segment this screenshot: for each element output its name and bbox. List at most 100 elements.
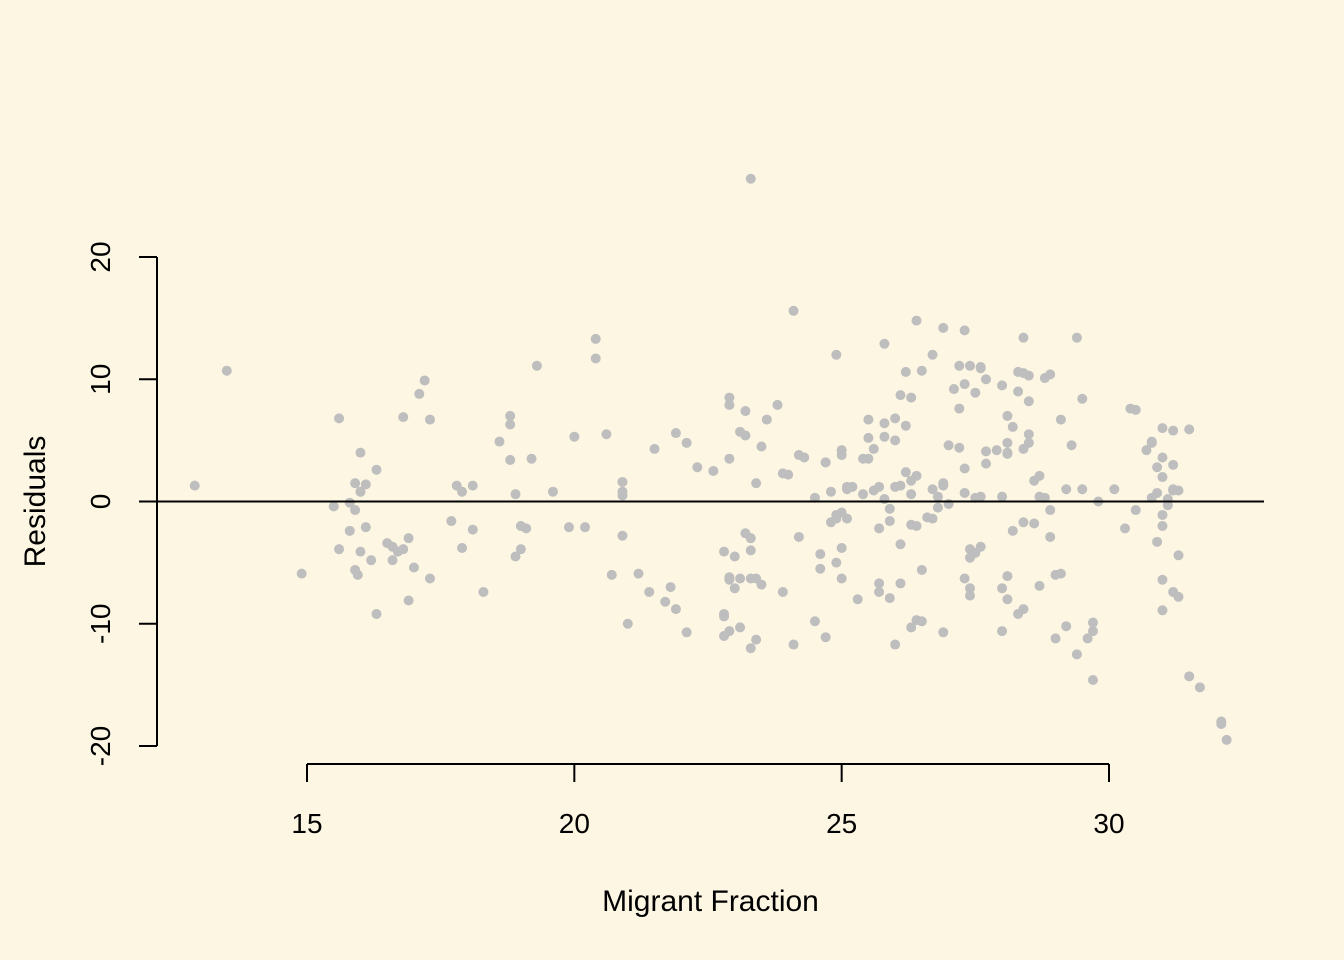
data-point: [1168, 425, 1179, 436]
data-point: [954, 360, 965, 371]
data-point: [1045, 531, 1056, 542]
data-point: [916, 365, 927, 376]
data-point: [1157, 520, 1168, 531]
data-point: [745, 643, 756, 654]
data-point: [617, 530, 628, 541]
data-point: [521, 523, 532, 534]
data-point: [916, 564, 927, 575]
data-point: [1066, 440, 1077, 451]
data-point: [510, 551, 521, 562]
data-point: [1023, 370, 1034, 381]
data-point: [884, 516, 895, 527]
x-tick-label: 15: [291, 808, 322, 839]
data-point: [788, 305, 799, 316]
data-point: [745, 173, 756, 184]
data-point: [735, 573, 746, 584]
data-point: [906, 392, 917, 403]
data-point: [820, 457, 831, 468]
data-point: [670, 428, 681, 439]
data-point: [352, 569, 363, 580]
data-point: [890, 639, 901, 650]
data-point: [981, 446, 992, 457]
data-point: [932, 491, 943, 502]
data-point: [847, 481, 858, 492]
data-point: [360, 479, 371, 490]
data-point: [510, 489, 521, 500]
data-point: [1173, 550, 1184, 561]
data-point: [1162, 500, 1173, 511]
data-point: [938, 322, 949, 333]
data-point: [884, 593, 895, 604]
data-point: [371, 608, 382, 619]
data-point: [890, 413, 901, 424]
data-point: [751, 478, 762, 489]
data-point: [505, 454, 516, 465]
data-point: [526, 453, 537, 464]
data-point: [911, 470, 922, 481]
data-point: [777, 586, 788, 597]
data-point: [1034, 470, 1045, 481]
data-point: [890, 435, 901, 446]
data-point: [1039, 492, 1050, 503]
data-point: [296, 568, 307, 579]
data-point: [938, 627, 949, 638]
data-point: [975, 491, 986, 502]
data-point: [724, 453, 735, 464]
data-point: [505, 410, 516, 421]
data-point: [1071, 332, 1082, 343]
data-point: [959, 463, 970, 474]
data-point: [467, 524, 478, 535]
data-point: [756, 579, 767, 590]
data-point: [1055, 568, 1066, 579]
data-point: [793, 531, 804, 542]
data-point: [1157, 605, 1168, 616]
data-point: [419, 375, 430, 386]
data-point: [964, 590, 975, 601]
x-tick-label: 30: [1093, 808, 1124, 839]
data-point: [874, 481, 885, 492]
data-point: [531, 360, 542, 371]
data-point: [344, 525, 355, 536]
data-point: [494, 436, 505, 447]
data-point: [1152, 536, 1163, 547]
data-point: [868, 443, 879, 454]
data-point: [959, 573, 970, 584]
data-point: [1157, 423, 1168, 434]
data-point: [751, 634, 762, 645]
data-point: [895, 390, 906, 401]
data-point: [1221, 734, 1232, 745]
data-point: [1157, 574, 1168, 585]
data-point: [719, 546, 730, 557]
data-point: [387, 555, 398, 566]
data-point: [745, 545, 756, 556]
data-point: [927, 513, 938, 524]
data-point: [879, 338, 890, 349]
data-point: [900, 420, 911, 431]
data-point: [831, 557, 842, 568]
data-point: [879, 494, 890, 505]
data-point: [1077, 393, 1088, 404]
data-point: [1173, 591, 1184, 602]
data-point: [997, 380, 1008, 391]
data-point: [964, 583, 975, 594]
data-point: [457, 542, 468, 553]
x-tick-label: 25: [826, 808, 857, 839]
data-point: [334, 544, 345, 555]
data-point: [997, 626, 1008, 637]
data-point: [788, 639, 799, 650]
data-point: [1130, 505, 1141, 516]
data-point: [959, 325, 970, 336]
data-point: [783, 469, 794, 480]
data-point: [981, 458, 992, 469]
data-point: [959, 379, 970, 390]
data-point: [724, 392, 735, 403]
data-point: [1002, 437, 1013, 448]
data-point: [975, 541, 986, 552]
data-point: [408, 562, 419, 573]
data-point: [815, 563, 826, 574]
data-point: [1002, 447, 1013, 458]
data-point: [997, 583, 1008, 594]
data-point: [1077, 484, 1088, 495]
data-point: [948, 384, 959, 395]
data-point: [1034, 580, 1045, 591]
